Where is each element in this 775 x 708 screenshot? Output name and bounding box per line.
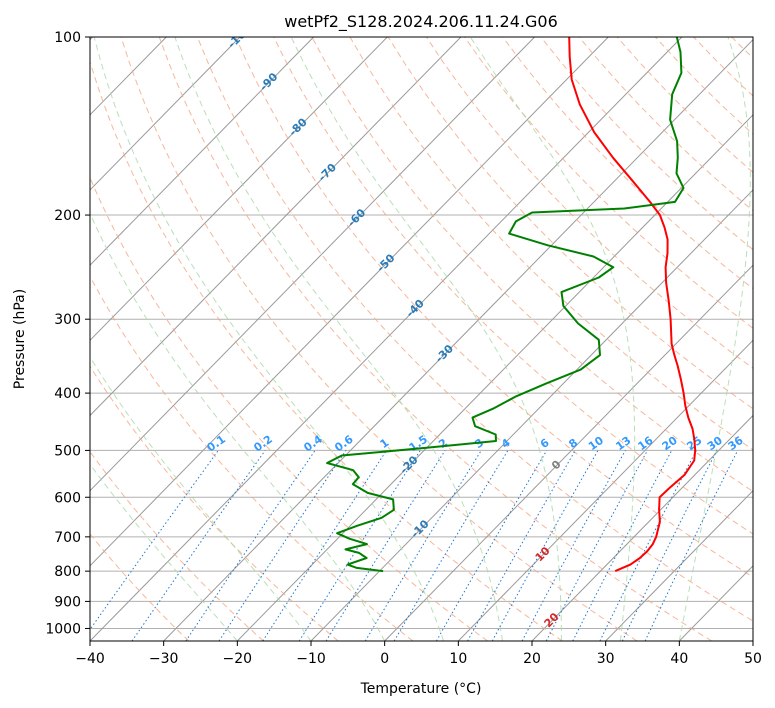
moist-adiabat-line <box>93 37 445 641</box>
dry-adiabat-line <box>120 37 638 641</box>
dry-adiabat-line <box>90 365 339 641</box>
isotherm-line <box>236 114 753 641</box>
y-axis-ticks: 100 200 300 400 500 600 700 800 900 1000 <box>45 30 90 637</box>
moist-adiabat-line <box>469 37 636 641</box>
x-tick-label: −40 <box>75 651 105 667</box>
dry-adiabat-line <box>273 37 753 535</box>
isotherm-line <box>90 37 314 266</box>
mixing-ratio-line <box>325 450 446 641</box>
isotherm-line <box>90 37 609 567</box>
mixing-ratio-line <box>298 450 421 641</box>
y-tick-label: 900 <box>54 594 81 610</box>
chart-title: wetPf2_S128.2024.206.11.24.G06 <box>284 12 558 32</box>
x-tick-label: 50 <box>744 651 762 667</box>
isotherm-line <box>90 37 388 342</box>
x-tick-label: 40 <box>670 651 688 667</box>
isotherm-line <box>531 414 753 641</box>
y-tick-label: 100 <box>54 30 81 46</box>
isotherm-label: 30 <box>564 663 584 683</box>
x-tick-label: −20 <box>223 651 253 667</box>
line-labels: 0.1 0.2 0.4 0.6 1 1.5 2 3 4 6 8 10 13 16 20 25 30 36-100-… <box>205 37 746 683</box>
moist-adiabat-line <box>90 463 238 641</box>
y-tick-label: 400 <box>54 386 81 402</box>
y-tick-label: 300 <box>54 312 81 328</box>
dry-adiabat-line <box>770 37 775 641</box>
y-tick-label: 700 <box>54 530 81 546</box>
y-tick-label: 200 <box>54 208 81 224</box>
mixing-ratio-label: 0.2 <box>251 433 274 455</box>
mixing-ratio-line <box>572 450 673 641</box>
dry-adiabat-line <box>90 275 414 641</box>
isotherm-line <box>605 489 753 641</box>
mixing-ratio-label: 0.6 <box>332 432 356 454</box>
isotherm-line <box>163 38 753 641</box>
mixing-ratio-line <box>393 450 509 641</box>
mixing-ratio-line <box>545 450 648 641</box>
mixing-ratio-line <box>218 450 347 641</box>
y-tick-label: 800 <box>54 564 81 580</box>
mixing-ratio-line <box>491 450 599 641</box>
mixing-ratio-label: 0.1 <box>205 433 228 455</box>
isotherm-line <box>90 37 462 417</box>
isotherm-line <box>384 264 753 641</box>
isotherm-line <box>90 37 535 492</box>
dry-adiabat-line <box>425 37 753 369</box>
mixing-ratio-line <box>185 450 316 641</box>
mixing-ratio-label: 2 <box>436 436 450 451</box>
isotherm-line <box>752 640 753 641</box>
moist-adiabat-line <box>90 356 312 641</box>
dry-adiabat-line <box>90 60 563 641</box>
x-tick-label: 20 <box>523 651 541 667</box>
profile-series <box>326 37 697 573</box>
dry-adiabat-line <box>158 37 712 641</box>
x-tick-label: 10 <box>449 651 467 667</box>
moist-adiabat-line <box>174 37 503 641</box>
temperature-profile-line <box>568 37 697 573</box>
mixing-ratio-label: 0.4 <box>301 432 325 454</box>
dry-adiabat-line <box>235 37 753 578</box>
mixing-ratio-line <box>90 450 219 631</box>
mixing-ratio-label: 6 <box>538 436 552 451</box>
y-axis-title: Pressure (hPa) <box>12 289 28 389</box>
dry-adiabat-line <box>196 37 753 622</box>
dry-adiabat-line <box>311 37 753 493</box>
x-tick-label: −10 <box>296 651 326 667</box>
mixing-ratio-line <box>364 450 482 641</box>
dry-adiabat-line <box>90 450 264 641</box>
mixing-ratio-line <box>599 450 697 641</box>
isotherm-line <box>678 565 753 641</box>
dewpoint-profile-line <box>326 37 685 573</box>
mixing-ratio-line <box>521 450 626 641</box>
isotherm-line <box>457 339 753 641</box>
moist-adiabat-line <box>90 212 386 641</box>
moist-adiabat-line <box>290 37 562 641</box>
isotherm-line <box>90 37 683 641</box>
mixing-ratio-line <box>262 450 388 641</box>
y-tick-label: 600 <box>54 490 81 506</box>
dry-adiabat-line <box>616 37 753 174</box>
x-axis-ticks: −40 −30 −20 −10 0 10 20 30 40 50 <box>75 641 762 667</box>
mixing-ratio-line <box>435 450 548 641</box>
x-tick-label: 0 <box>380 651 389 667</box>
x-tick-label: 30 <box>597 651 615 667</box>
dry-adiabat-line <box>90 176 488 641</box>
mixing-ratio-line <box>131 450 266 641</box>
isotherm-line <box>310 189 753 641</box>
dry-adiabat-line <box>349 37 753 451</box>
background-lines <box>90 37 775 641</box>
isotherm-line <box>90 37 241 191</box>
mixing-ratio-label: 1.5 <box>407 433 430 455</box>
y-tick-label: 1000 <box>45 621 81 637</box>
dry-adiabat-line <box>90 533 190 641</box>
y-tick-label: 500 <box>54 443 81 459</box>
mixing-ratio-line <box>621 450 718 641</box>
mixing-ratio-line <box>467 450 576 641</box>
plot-frame <box>89 36 754 642</box>
mixing-ratio-label: 4 <box>499 436 513 451</box>
moist-adiabat-line <box>678 37 751 641</box>
x-tick-label: −30 <box>149 651 179 667</box>
x-axis-title: Temperature (°C) <box>360 681 482 697</box>
dry-adiabat-line <box>693 37 753 97</box>
